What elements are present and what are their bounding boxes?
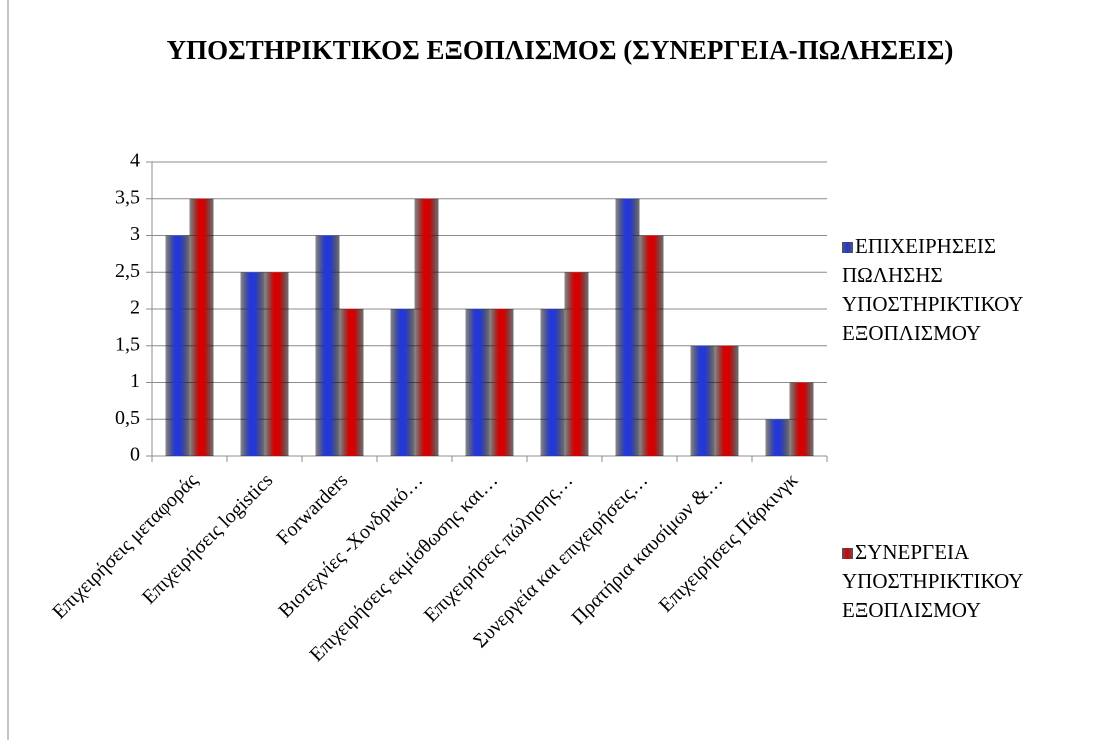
bar	[564, 272, 589, 456]
bar	[690, 345, 715, 456]
x-tick-label: Επιχειρήσεις μεταφοράς	[48, 469, 202, 623]
bar	[465, 309, 490, 456]
bar	[489, 309, 514, 456]
legend-swatch	[842, 548, 853, 559]
legend-label: ΣΥΝΕΡΓΕΙΑ ΥΠΟΣΤΗΡΙΚΤΙΚΟΥ ΕΞΟΠΛΙΣΜΟΥ	[842, 540, 1023, 622]
y-tick-label: 1	[130, 370, 140, 392]
bar	[264, 272, 289, 456]
x-tick-label: Επιχειρήσεις logistics	[138, 469, 277, 608]
bar	[765, 419, 790, 456]
bar	[390, 309, 415, 456]
x-tick-label: Επιχειρήσεις Πάρκινγκ	[655, 469, 802, 616]
x-tick-label: Επιχειρήσεις πώλησης…	[420, 469, 577, 626]
y-tick-label: 0,5	[115, 407, 140, 429]
bar	[540, 309, 565, 456]
x-tick-label: Πρατήρια καυσίμων &…	[567, 469, 727, 629]
y-tick-label: 3,5	[115, 186, 140, 208]
y-tick-label: 0	[130, 444, 140, 466]
x-tick-label: Forwarders	[272, 469, 352, 549]
bar	[414, 198, 439, 456]
y-tick-label: 4	[130, 150, 140, 172]
bar	[615, 198, 640, 456]
legend-label: ΕΠΙΧΕΙΡΗΣΕΙΣ ΠΩΛΗΣΗΣ ΥΠΟΣΤΗΡΙΚΤΙΚΟΥ ΕΞΟΠ…	[842, 234, 1023, 345]
legend-item: ΕΠΙΧΕΙΡΗΣΕΙΣ ΠΩΛΗΣΗΣ ΥΠΟΣΤΗΡΙΚΤΙΚΟΥ ΕΞΟΠ…	[842, 232, 1102, 348]
y-tick-label: 2	[130, 297, 140, 319]
bar	[789, 382, 814, 456]
bar	[240, 272, 265, 456]
bar	[315, 235, 340, 456]
y-tick-label: 1,5	[115, 333, 140, 355]
bar	[639, 235, 664, 456]
bar	[339, 309, 364, 456]
legend-swatch	[842, 242, 853, 253]
chart-title: ΥΠΟΣΤΗΡΙΚΤΙΚΟΣ ΕΞΟΠΛΙΣΜΟΣ (ΣΥΝΕΡΓΕΙΑ-ΠΩΛ…	[166, 35, 954, 65]
x-tick-label: Βιοτεχνίες -Χονδρικό…	[274, 469, 427, 622]
y-tick-label: 3	[130, 223, 140, 245]
bar	[189, 198, 214, 456]
y-tick-label: 2,5	[115, 260, 140, 282]
bar	[165, 235, 190, 456]
legend-item: ΣΥΝΕΡΓΕΙΑ ΥΠΟΣΤΗΡΙΚΤΙΚΟΥ ΕΞΟΠΛΙΣΜΟΥ	[842, 538, 1102, 625]
bar	[714, 345, 739, 456]
